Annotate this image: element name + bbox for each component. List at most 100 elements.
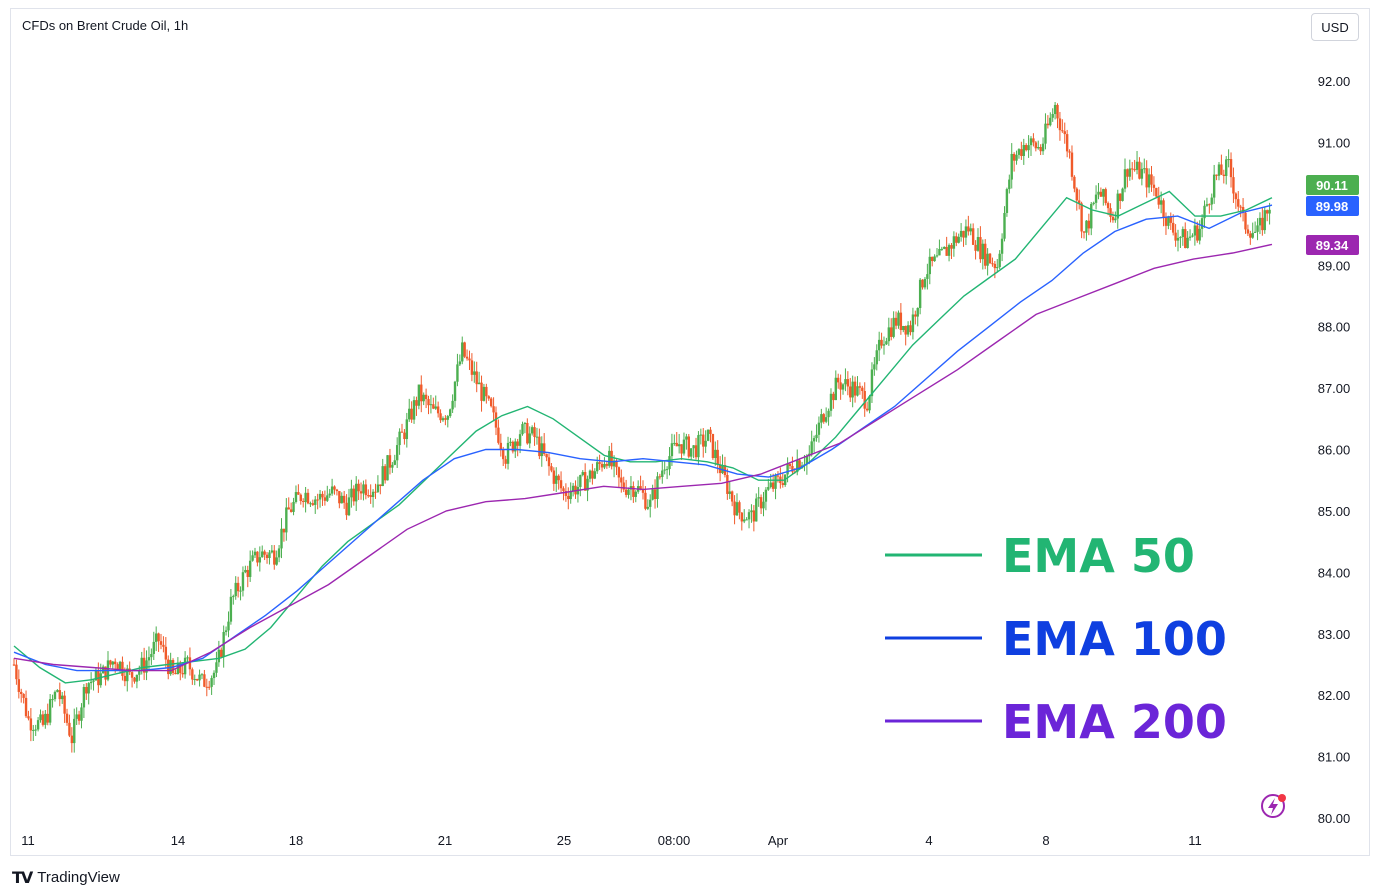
candle-body bbox=[680, 444, 683, 454]
candle-body bbox=[962, 230, 965, 238]
y-tick-label: 88.00 bbox=[1318, 320, 1351, 335]
candle-body bbox=[432, 404, 435, 409]
candle-body bbox=[1265, 210, 1269, 214]
candle-body bbox=[1157, 196, 1160, 205]
candle-body bbox=[195, 679, 199, 681]
candle-body bbox=[704, 440, 707, 447]
candle-body bbox=[456, 364, 459, 382]
candle-body bbox=[735, 502, 739, 516]
candle-body bbox=[841, 384, 845, 390]
candle-body bbox=[1065, 134, 1069, 152]
candle-body bbox=[769, 482, 772, 487]
candle-body bbox=[89, 681, 93, 684]
candle-body bbox=[733, 501, 736, 516]
candle-body bbox=[509, 441, 512, 443]
candle-body bbox=[702, 434, 705, 447]
candle-body bbox=[85, 686, 88, 694]
x-tick-label: 11 bbox=[1188, 833, 1202, 848]
candle-body bbox=[1106, 203, 1110, 209]
candle-body bbox=[887, 327, 891, 342]
candle-body bbox=[653, 489, 657, 499]
candle-body bbox=[369, 495, 372, 498]
candle-body bbox=[1143, 168, 1146, 170]
candle-body bbox=[1116, 193, 1119, 219]
y-tick-label: 83.00 bbox=[1318, 627, 1351, 642]
candle-body bbox=[301, 501, 305, 503]
candle-body bbox=[338, 491, 341, 504]
candle-body bbox=[465, 356, 469, 359]
candle-body bbox=[1102, 189, 1105, 197]
candle-body bbox=[395, 445, 399, 461]
candle-body bbox=[429, 404, 433, 406]
candle-body bbox=[976, 237, 980, 251]
candle-body bbox=[1068, 151, 1071, 153]
candle-body bbox=[20, 691, 23, 695]
candle-body bbox=[969, 228, 972, 232]
candle-body bbox=[147, 657, 151, 661]
candle-body bbox=[205, 686, 208, 688]
candle-body bbox=[99, 673, 102, 686]
candle-body bbox=[309, 503, 312, 505]
candle-body bbox=[326, 495, 329, 501]
candle-body bbox=[1090, 203, 1093, 229]
candle-body bbox=[1184, 229, 1187, 249]
candle-body bbox=[1188, 236, 1192, 238]
candle-body bbox=[234, 582, 237, 597]
tradingview-icon: TV bbox=[12, 868, 33, 887]
candle-body bbox=[502, 449, 505, 460]
candle-body bbox=[24, 697, 28, 717]
candle-body bbox=[1135, 161, 1139, 170]
candle-body bbox=[1159, 200, 1163, 205]
candle-body bbox=[706, 429, 710, 441]
candle-body bbox=[1080, 203, 1083, 232]
candle-body bbox=[29, 718, 33, 731]
price-candles bbox=[12, 101, 1271, 753]
candle-body bbox=[829, 393, 833, 411]
candle-body bbox=[311, 503, 315, 505]
candle-body bbox=[463, 342, 466, 357]
candle-body bbox=[1092, 202, 1095, 204]
candle-body bbox=[371, 491, 375, 498]
candle-body bbox=[41, 714, 45, 725]
candle-body bbox=[812, 438, 816, 442]
candle-body bbox=[316, 499, 319, 501]
candle-body bbox=[1155, 187, 1158, 197]
y-tick-label: 91.00 bbox=[1318, 135, 1351, 150]
candle-body bbox=[374, 491, 377, 493]
candle-body bbox=[94, 670, 98, 681]
candle-body bbox=[1087, 220, 1091, 229]
candle-body bbox=[1200, 218, 1204, 229]
candle-body bbox=[579, 475, 582, 487]
candle-body bbox=[612, 460, 616, 467]
candle-body bbox=[1222, 174, 1226, 176]
x-tick-label: 08:00 bbox=[658, 833, 691, 848]
candle-body bbox=[48, 699, 52, 723]
flash-icon[interactable] bbox=[1261, 794, 1286, 818]
candle-body bbox=[183, 657, 187, 675]
candle-body bbox=[268, 552, 271, 559]
candle-body bbox=[1176, 237, 1180, 241]
price-badges: 90.11 89.98 89.34 bbox=[1306, 175, 1359, 255]
candle-body bbox=[581, 472, 584, 476]
candle-body bbox=[130, 672, 134, 678]
candle-body bbox=[820, 414, 823, 423]
candle-body bbox=[877, 339, 881, 351]
tradingview-logo[interactable]: TV TradingView bbox=[12, 868, 120, 887]
currency-selector-button[interactable]: USD bbox=[1311, 13, 1359, 41]
candle-body bbox=[689, 448, 693, 457]
candle-body bbox=[921, 279, 924, 288]
candle-body bbox=[567, 495, 570, 500]
candle-body bbox=[485, 386, 488, 397]
candle-body bbox=[116, 664, 119, 670]
candle-body bbox=[627, 489, 630, 495]
candle-body bbox=[241, 572, 245, 591]
candle-body bbox=[1140, 168, 1144, 179]
candle-body bbox=[138, 669, 141, 675]
ema-line-ema-50 bbox=[13, 190, 1273, 684]
candle-body bbox=[1145, 168, 1148, 188]
candle-body bbox=[757, 497, 760, 499]
candle-body bbox=[1258, 217, 1262, 226]
candle-body bbox=[1123, 169, 1127, 189]
candle-body bbox=[928, 256, 931, 275]
